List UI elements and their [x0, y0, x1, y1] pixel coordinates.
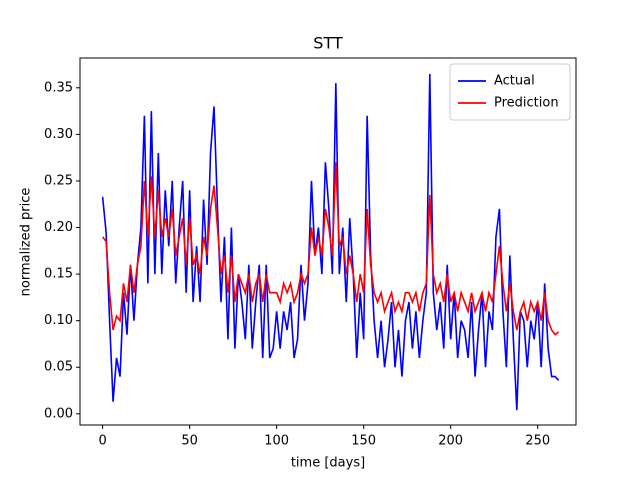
y-tick-label: 0.10	[44, 313, 73, 328]
x-tick-label: 0	[98, 434, 106, 449]
data-line	[101, 162, 560, 336]
x-tick-label: 150	[351, 434, 376, 449]
y-axis-label: normalized price	[19, 188, 34, 297]
legend-box	[449, 63, 571, 121]
legend-label: Prediction	[494, 96, 559, 111]
y-tick-label: 0.30	[44, 127, 73, 142]
x-tick-label: 100	[264, 434, 289, 449]
chart-title: STT	[313, 34, 343, 53]
x-tick-label: 200	[438, 434, 463, 449]
legend-label: Actual	[494, 74, 535, 89]
x-tick-label: 50	[181, 434, 198, 449]
y-tick-label: 0.20	[44, 220, 73, 235]
y-tick-label: 0.15	[44, 267, 73, 282]
y-tick-label: 0.05	[44, 360, 73, 375]
y-tick-label: 0.35	[44, 80, 73, 95]
x-axis-label: time [days]	[291, 456, 365, 471]
y-tick-label: 0.00	[44, 406, 73, 421]
x-tick-label: 250	[525, 434, 550, 449]
y-tick-label: 0.25	[44, 173, 73, 188]
plot-frame	[79, 57, 577, 426]
